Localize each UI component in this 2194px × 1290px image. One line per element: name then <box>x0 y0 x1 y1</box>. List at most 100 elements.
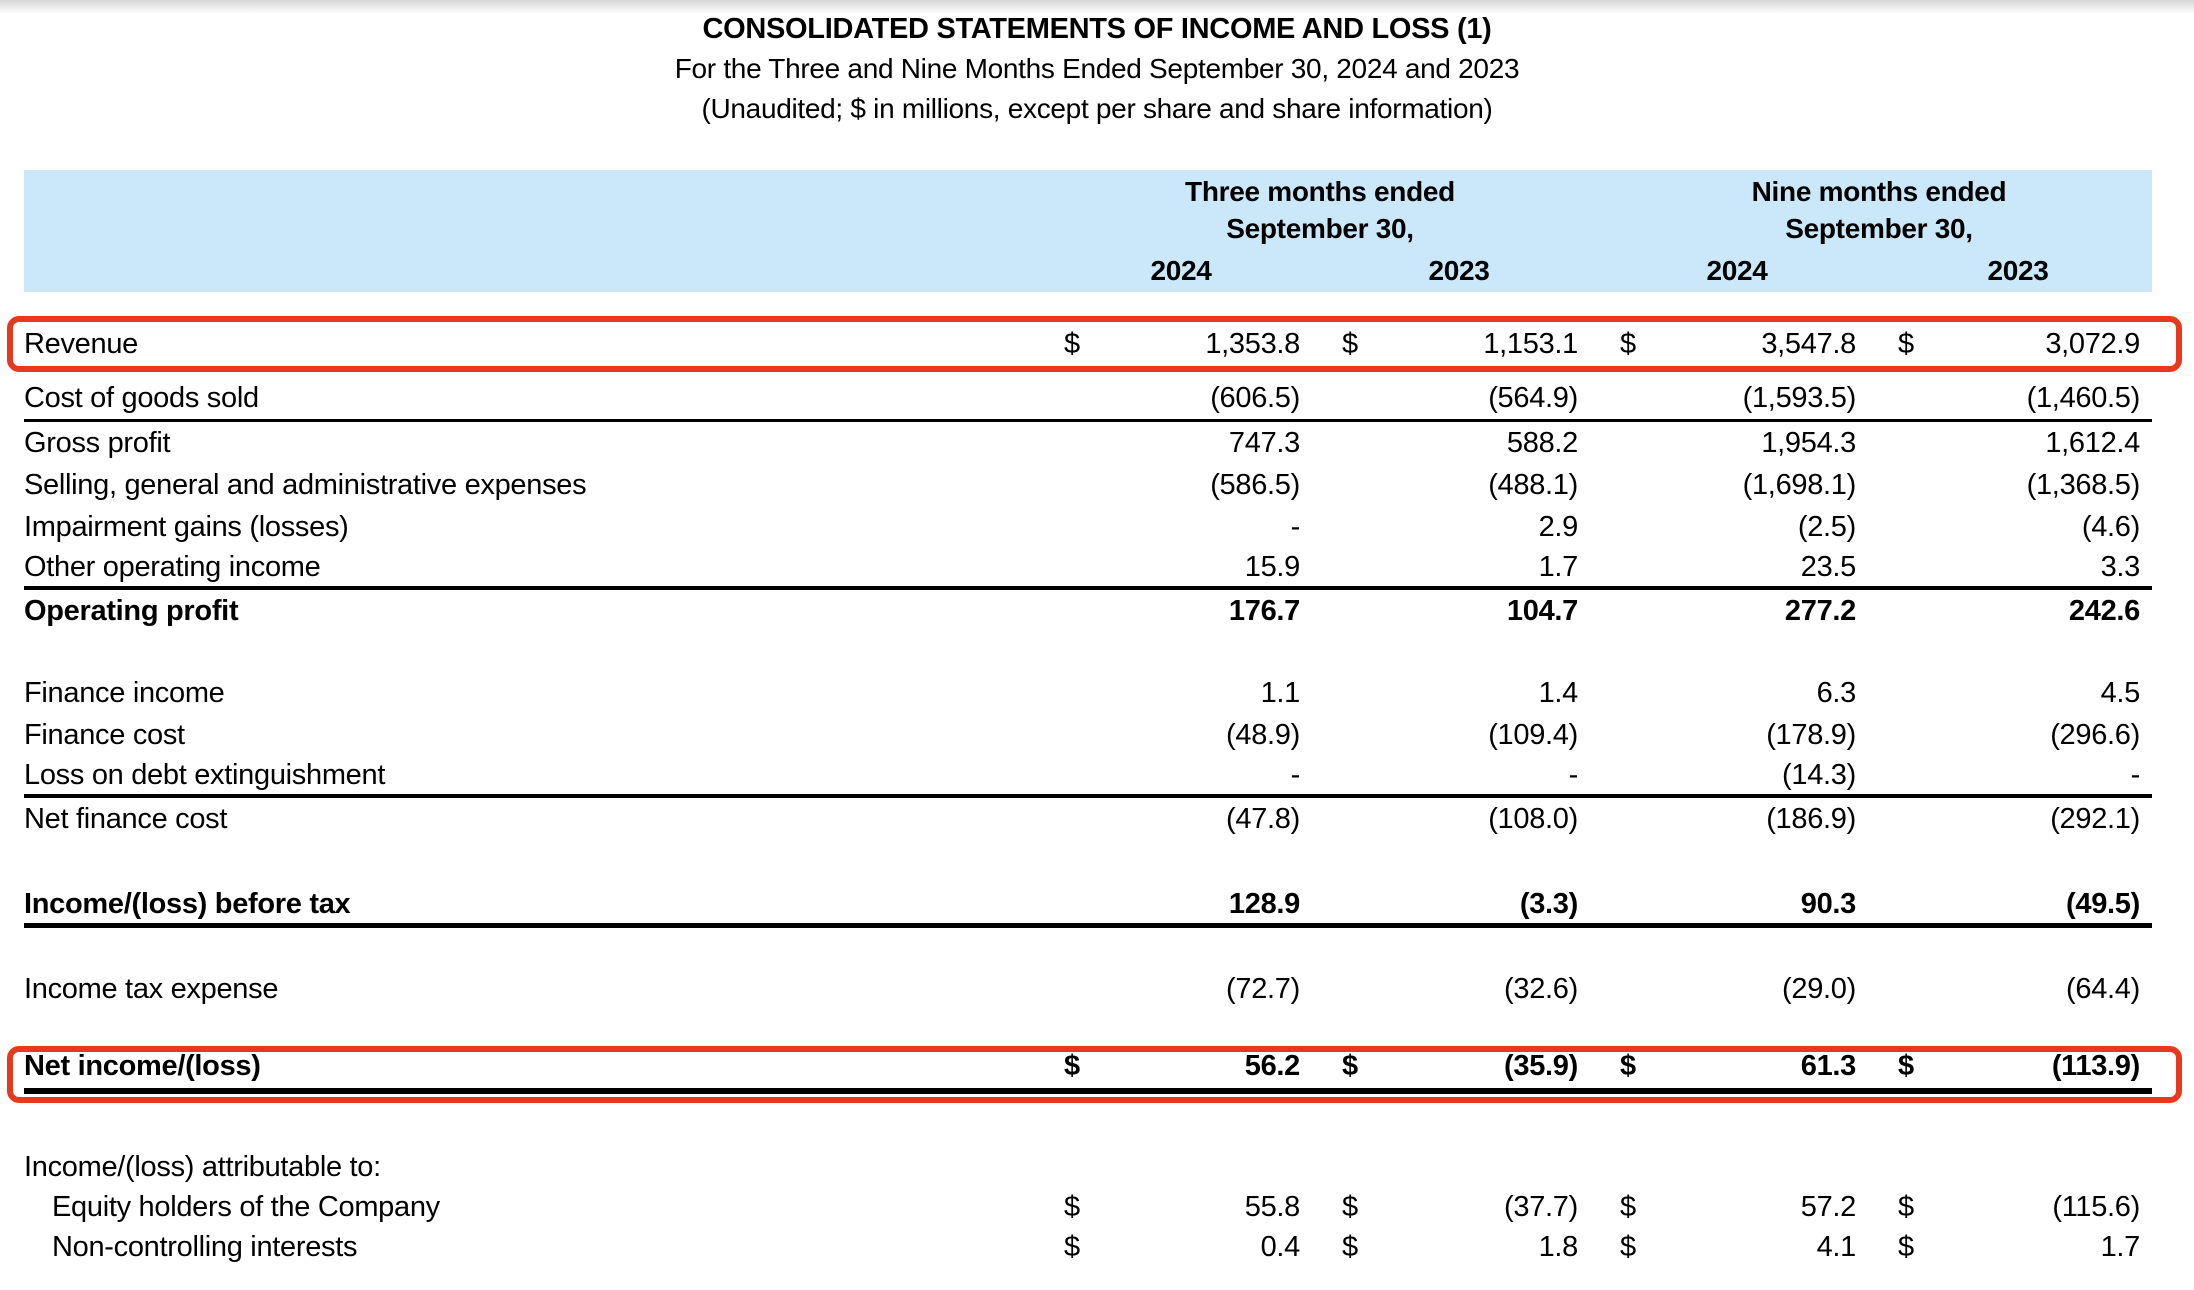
row-value: (1,698.1) <box>1742 468 1857 501</box>
row-value: (72.7) <box>1226 972 1300 1005</box>
row-label: Income/(loss) before tax <box>24 888 351 920</box>
row-value: 277.2 <box>1784 594 1856 627</box>
income-statement-table: Three months ended Nine months ended Sep… <box>7 170 2182 1267</box>
row-cells: Other operating income 15.9 1.7 23.5 3.3 <box>24 548 2152 590</box>
row-label: Finance cost <box>24 718 185 751</box>
currency-symbol: $ <box>1620 327 1636 360</box>
row-label: Impairment gains (losses) <box>24 510 349 543</box>
table-row-revenue: Revenue $1,353.8 $1,153.1 $3,547.8 $3,072.9 <box>7 316 2182 372</box>
row-label: Gross profit <box>24 426 171 459</box>
row-value: (1,460.5) <box>2026 382 2141 414</box>
row-value: (49.5) <box>2066 888 2140 920</box>
row-value: 588.2 <box>1506 426 1578 459</box>
table-header-band: Three months ended Nine months ended Sep… <box>24 170 2152 292</box>
row-value: (14.3) <box>1782 758 1856 791</box>
currency-symbol: $ <box>1898 1049 1914 1082</box>
row-cells: Gross profit 747.3 588.2 1,954.3 1,612.4 <box>24 422 2152 464</box>
row-value: 747.3 <box>1228 426 1300 459</box>
row-value: (37.7) <box>1504 1190 1578 1223</box>
table-row-finance_income: Finance income 1.1 1.4 6.3 4.5 <box>24 672 2152 714</box>
row-value: (1,593.5) <box>1742 382 1857 414</box>
row-cells: Loss on debt extinguishment - - (14.3) - <box>24 756 2152 798</box>
row-label: Finance income <box>24 676 225 709</box>
row-value: 1.4 <box>1538 676 1579 709</box>
row-value: - <box>1568 758 1579 791</box>
row-value: (488.1) <box>1488 468 1578 501</box>
row-value: 3,072.9 <box>2045 327 2140 360</box>
currency-symbol: $ <box>1342 1190 1358 1223</box>
row-value: 1,353.8 <box>1205 327 1300 360</box>
row-value: (64.4) <box>2066 972 2140 1005</box>
double-underline <box>24 1088 2152 1094</box>
row-cells: Selling, general and administrative expe… <box>24 464 2152 506</box>
row-value: 4.5 <box>2100 676 2141 709</box>
row-value: 1,954.3 <box>1761 426 1856 459</box>
row-value: 57.2 <box>1800 1190 1857 1223</box>
row-value: 56.2 <box>1244 1049 1301 1082</box>
table-row-operating_profit: Operating profit 176.7 104.7 277.2 242.6 <box>24 590 2152 632</box>
row-value: (292.1) <box>2050 802 2140 835</box>
row-value: 3.3 <box>2100 550 2141 583</box>
row-value: (3.3) <box>1519 888 1578 920</box>
currency-symbol: $ <box>1064 327 1080 360</box>
row-value: 1.7 <box>1538 550 1579 583</box>
currency-symbol: $ <box>1620 1049 1636 1082</box>
row-label: Net income/(loss) <box>24 1049 261 1082</box>
row-cells: Cost of goods sold (606.5) (564.9) (1,593.5… <box>24 378 2152 422</box>
header-year-row: 2024 2023 2024 2023 <box>24 250 2152 292</box>
row-label: Income tax expense <box>24 972 279 1005</box>
row-value: (2.5) <box>1797 510 1856 543</box>
row-label: Income/(loss) attributable to: <box>24 1150 381 1183</box>
table-row-income_before_tax: Income/(loss) before tax 128.9 (3.3) 90.3 (4… <box>24 886 2152 928</box>
table-row-net_income: Net income/(loss) $56.2 $ (35.9) $61.3 $ (113.… <box>7 1046 2182 1103</box>
document-subtitle-period: For the Three and Nine Months Ended Sept… <box>674 53 1520 84</box>
header-year-3mo-2023: 2023 <box>1428 255 1490 286</box>
row-value: 0.4 <box>1260 1230 1301 1263</box>
currency-symbol: $ <box>1064 1230 1080 1263</box>
table-row-attributable: Income/(loss) attributable to: <box>24 1147 2152 1187</box>
currency-symbol: $ <box>1898 1190 1914 1223</box>
table-row-loss_debt: Loss on debt extinguishment - - (14.3) - <box>24 756 2152 798</box>
row-value: (606.5) <box>1210 382 1300 414</box>
row-label: Equity holders of the Company <box>52 1190 440 1223</box>
row-cells: Net finance cost (47.8) (108.0) (186.9) (292… <box>24 798 2152 840</box>
row-label: Non-controlling interests <box>52 1230 358 1263</box>
row-value: - <box>1290 510 1301 543</box>
currency-symbol: $ <box>1342 1049 1358 1082</box>
header-year-9mo-2024: 2024 <box>1706 255 1768 286</box>
row-value: (47.8) <box>1226 802 1300 835</box>
table-row-cogs: Cost of goods sold (606.5) (564.9) (1,593.5… <box>24 378 2152 422</box>
table-row-finance_cost: Finance cost (48.9) (109.4) (178.9) (296.6) <box>24 714 2152 756</box>
row-value: 6.3 <box>1816 676 1857 709</box>
row-value: 90.3 <box>1800 888 1857 920</box>
row-value: 3,547.8 <box>1761 327 1856 360</box>
row-label: Other operating income <box>24 550 321 583</box>
row-cells: Income tax expense (72.7) (32.6) (29.0) (64.… <box>24 968 2152 1010</box>
table-row-nci: Non-controlling interests $0.4 $1.8 $4.1 $1.… <box>24 1227 2152 1267</box>
header-year-9mo-2023: 2023 <box>1987 255 2049 286</box>
currency-symbol: $ <box>1342 1230 1358 1263</box>
header-nine-months-title: Nine months ended <box>1751 176 2007 207</box>
row-cells: Non-controlling interests $0.4 $1.8 $4.1 $1.… <box>24 1227 2152 1267</box>
row-cells: Finance income 1.1 1.4 6.3 4.5 <box>24 672 2152 714</box>
row-label: Loss on debt extinguishment <box>24 758 386 791</box>
currency-symbol: $ <box>1342 327 1358 360</box>
row-value: 2.9 <box>1538 510 1579 543</box>
row-label: Selling, general and administrative expe… <box>24 468 587 501</box>
currency-symbol: $ <box>1898 327 1914 360</box>
header-three-months-title: Three months ended <box>1185 176 1455 207</box>
row-cells: Revenue $1,353.8 $1,153.1 $3,547.8 $3,072.9 <box>24 316 2152 372</box>
row-cells: Impairment gains (losses) - 2.9 (2.5) (4.6) <box>24 506 2152 548</box>
row-cells: Income/(loss) attributable to: <box>24 1147 2152 1187</box>
row-value: (113.9) <box>2051 1049 2140 1082</box>
row-value: - <box>1290 758 1301 791</box>
table-body: Revenue $1,353.8 $1,153.1 $3,547.8 $3,072.9 C… <box>7 316 2182 1267</box>
row-value: 23.5 <box>1800 550 1857 583</box>
row-value: (1,368.5) <box>2026 468 2141 501</box>
row-value: 1,153.1 <box>1483 327 1578 360</box>
row-cells: Operating profit 176.7 104.7 277.2 242.6 <box>24 590 2152 632</box>
header-group-title-row: Three months ended Nine months ended <box>24 170 2152 208</box>
header-nine-months-date: September 30, <box>1785 213 1973 244</box>
currency-symbol: $ <box>1064 1049 1080 1082</box>
document-header: CONSOLIDATED STATEMENTS OF INCOME AND LO… <box>0 0 2194 126</box>
